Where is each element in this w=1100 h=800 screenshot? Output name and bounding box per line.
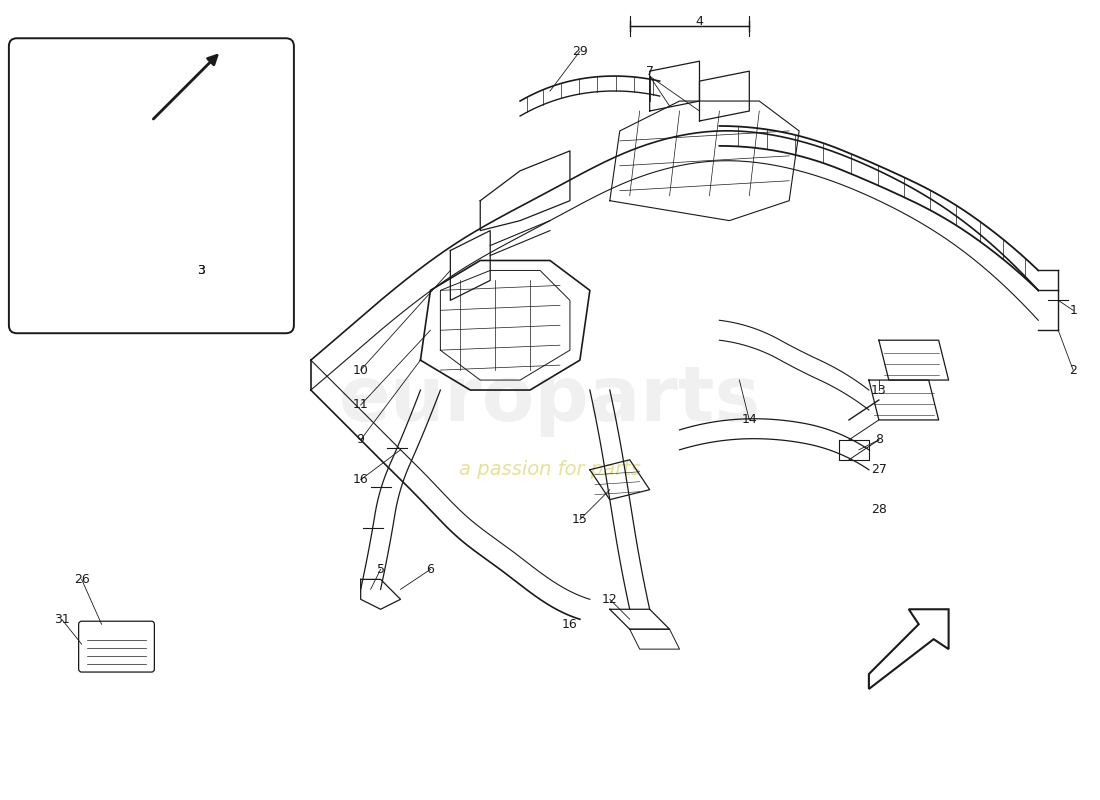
- Text: 5: 5: [376, 563, 385, 576]
- Text: 7: 7: [646, 65, 653, 78]
- Text: 2: 2: [1069, 364, 1077, 377]
- Text: 9: 9: [356, 434, 364, 446]
- Text: 28: 28: [871, 503, 887, 516]
- Text: 16: 16: [562, 618, 578, 630]
- Text: 10: 10: [353, 364, 369, 377]
- Text: 15: 15: [572, 513, 587, 526]
- Text: 26: 26: [74, 573, 89, 586]
- Text: 4: 4: [695, 15, 703, 28]
- Text: 29: 29: [572, 45, 587, 58]
- FancyBboxPatch shape: [9, 38, 294, 334]
- Text: 11: 11: [353, 398, 369, 411]
- Text: 31: 31: [54, 613, 69, 626]
- Text: 13: 13: [871, 383, 887, 397]
- Text: 1: 1: [1069, 304, 1077, 317]
- Text: a passion for parts: a passion for parts: [459, 460, 641, 479]
- Text: 3: 3: [197, 264, 206, 277]
- Text: 27: 27: [871, 463, 887, 476]
- Text: 3: 3: [197, 264, 206, 277]
- Text: europarts: europarts: [339, 363, 761, 437]
- Text: 12: 12: [602, 593, 618, 606]
- Text: 6: 6: [427, 563, 434, 576]
- Polygon shape: [869, 610, 948, 689]
- Text: 14: 14: [741, 414, 757, 426]
- Text: 8: 8: [874, 434, 883, 446]
- Text: 16: 16: [353, 474, 369, 486]
